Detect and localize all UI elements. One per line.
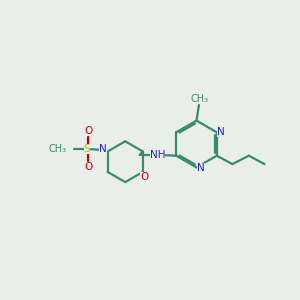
Text: O: O <box>84 126 92 136</box>
Text: S: S <box>84 144 91 154</box>
Text: N: N <box>217 127 225 137</box>
Text: CH₃: CH₃ <box>190 94 208 104</box>
Text: N: N <box>99 143 106 154</box>
Text: N: N <box>197 163 205 173</box>
Text: O: O <box>140 172 148 182</box>
Text: NH: NH <box>150 150 165 160</box>
Text: CH₃: CH₃ <box>49 144 67 154</box>
Text: O: O <box>84 162 92 172</box>
